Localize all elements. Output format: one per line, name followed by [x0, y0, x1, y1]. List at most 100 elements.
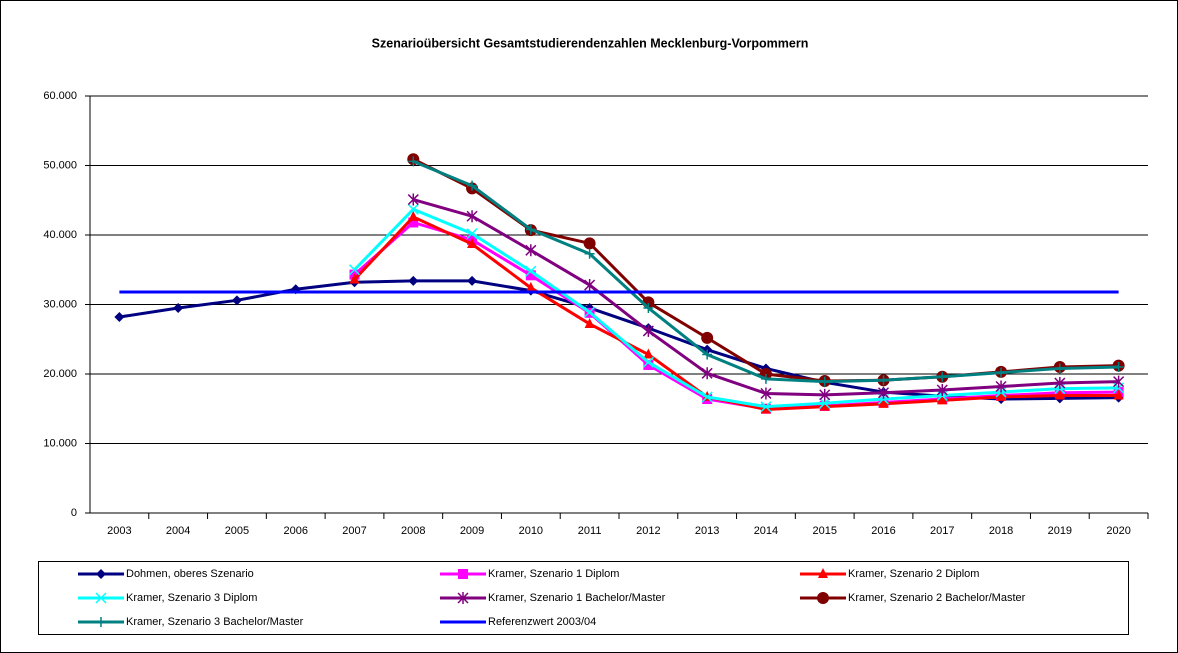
marker	[819, 400, 830, 411]
marker	[467, 180, 478, 191]
marker	[408, 217, 419, 228]
x-tick-label: 2006	[283, 525, 307, 537]
marker	[407, 203, 419, 215]
marker	[877, 386, 890, 399]
x-tick-label: 2009	[460, 525, 484, 537]
marker	[937, 394, 948, 405]
marker	[584, 279, 596, 292]
legend-label: Referenzwert 2003/04	[488, 616, 596, 628]
legend-label: Kramer, Szenario 1 Bachelor/Master	[488, 592, 666, 604]
marker	[642, 356, 654, 368]
y-tick-label: 30.000	[43, 298, 77, 310]
marker	[584, 306, 596, 318]
marker	[1113, 375, 1125, 388]
marker	[878, 375, 889, 386]
marker	[525, 244, 537, 257]
marker	[348, 264, 361, 276]
marker	[642, 324, 654, 337]
x-tick-label: 2012	[636, 525, 660, 537]
marker	[760, 401, 772, 413]
chart-title: Szenarioübersicht Gesamtstudierendenzahl…	[372, 36, 809, 50]
x-tick-label: 2011	[578, 525, 602, 537]
legend-label: Kramer, Szenario 1 Diplom	[488, 568, 619, 580]
marker	[95, 592, 107, 604]
marker	[995, 380, 1007, 393]
marker	[760, 387, 772, 400]
marker	[467, 275, 478, 286]
marker	[525, 265, 537, 277]
y-tick-label: 20.000	[43, 368, 77, 380]
marker	[1054, 377, 1066, 390]
marker	[760, 373, 771, 384]
marker	[1054, 363, 1065, 374]
marker	[458, 569, 468, 579]
marker	[702, 349, 713, 360]
marker	[643, 359, 654, 370]
marker	[819, 388, 831, 401]
marker	[701, 391, 713, 403]
marker	[96, 569, 106, 579]
x-tick-label: 2010	[519, 525, 543, 537]
series-line	[353, 207, 1119, 409]
y-tick-label: 50.000	[43, 159, 77, 171]
marker	[583, 237, 596, 250]
x-tick-label: 2014	[754, 525, 778, 537]
marker	[408, 210, 419, 221]
marker	[466, 210, 478, 223]
legend-label: Kramer, Szenario 2 Diplom	[848, 568, 979, 580]
legend-label: Kramer, Szenario 3 Diplom	[126, 592, 257, 604]
marker	[525, 224, 536, 235]
marker	[817, 592, 829, 604]
marker	[525, 281, 536, 292]
marker	[407, 193, 419, 206]
legend-box	[38, 561, 1129, 635]
marker	[584, 248, 595, 259]
x-tick-label: 2004	[166, 525, 190, 537]
marker	[818, 568, 828, 578]
marker	[1113, 389, 1124, 400]
marker	[408, 156, 419, 167]
y-tick-label: 10.000	[43, 437, 77, 449]
legend-label: Kramer, Szenario 2 Bachelor/Master	[848, 592, 1026, 604]
marker	[701, 331, 714, 344]
marker	[1054, 389, 1065, 400]
marker	[760, 403, 771, 414]
marker	[408, 275, 419, 286]
marker	[643, 302, 654, 313]
y-tick-label: 60.000	[43, 90, 77, 102]
marker	[819, 376, 830, 387]
x-tick-label: 2005	[225, 525, 249, 537]
marker	[114, 312, 125, 323]
x-tick-label: 2013	[695, 525, 719, 537]
marker	[457, 592, 469, 604]
marker	[96, 617, 106, 627]
marker	[173, 302, 184, 313]
y-tick-label: 40.000	[43, 229, 77, 241]
marker	[1113, 362, 1124, 373]
marker	[467, 238, 478, 249]
x-tick-label: 2018	[989, 525, 1013, 537]
x-tick-label: 2008	[401, 525, 425, 537]
marker	[819, 397, 831, 409]
marker	[701, 367, 713, 380]
x-tick-label: 2016	[871, 525, 895, 537]
x-tick-label: 2003	[107, 525, 131, 537]
marker	[643, 348, 654, 359]
x-tick-label: 2007	[342, 525, 366, 537]
marker	[525, 270, 536, 281]
x-tick-label: 2015	[812, 525, 836, 537]
marker	[349, 273, 360, 284]
x-tick-label: 2019	[1048, 525, 1072, 537]
legend-label: Dohmen, oberes Szenario	[126, 568, 254, 580]
x-tick-label: 2020	[1106, 525, 1130, 537]
marker	[996, 367, 1007, 378]
marker	[996, 390, 1007, 401]
marker	[466, 228, 478, 240]
marker	[936, 383, 948, 396]
marker	[878, 397, 889, 408]
legend-label: Kramer, Szenario 3 Bachelor/Master	[126, 616, 304, 628]
x-tick-label: 2017	[930, 525, 954, 537]
y-tick-label: 0	[71, 507, 77, 519]
marker	[231, 295, 242, 306]
